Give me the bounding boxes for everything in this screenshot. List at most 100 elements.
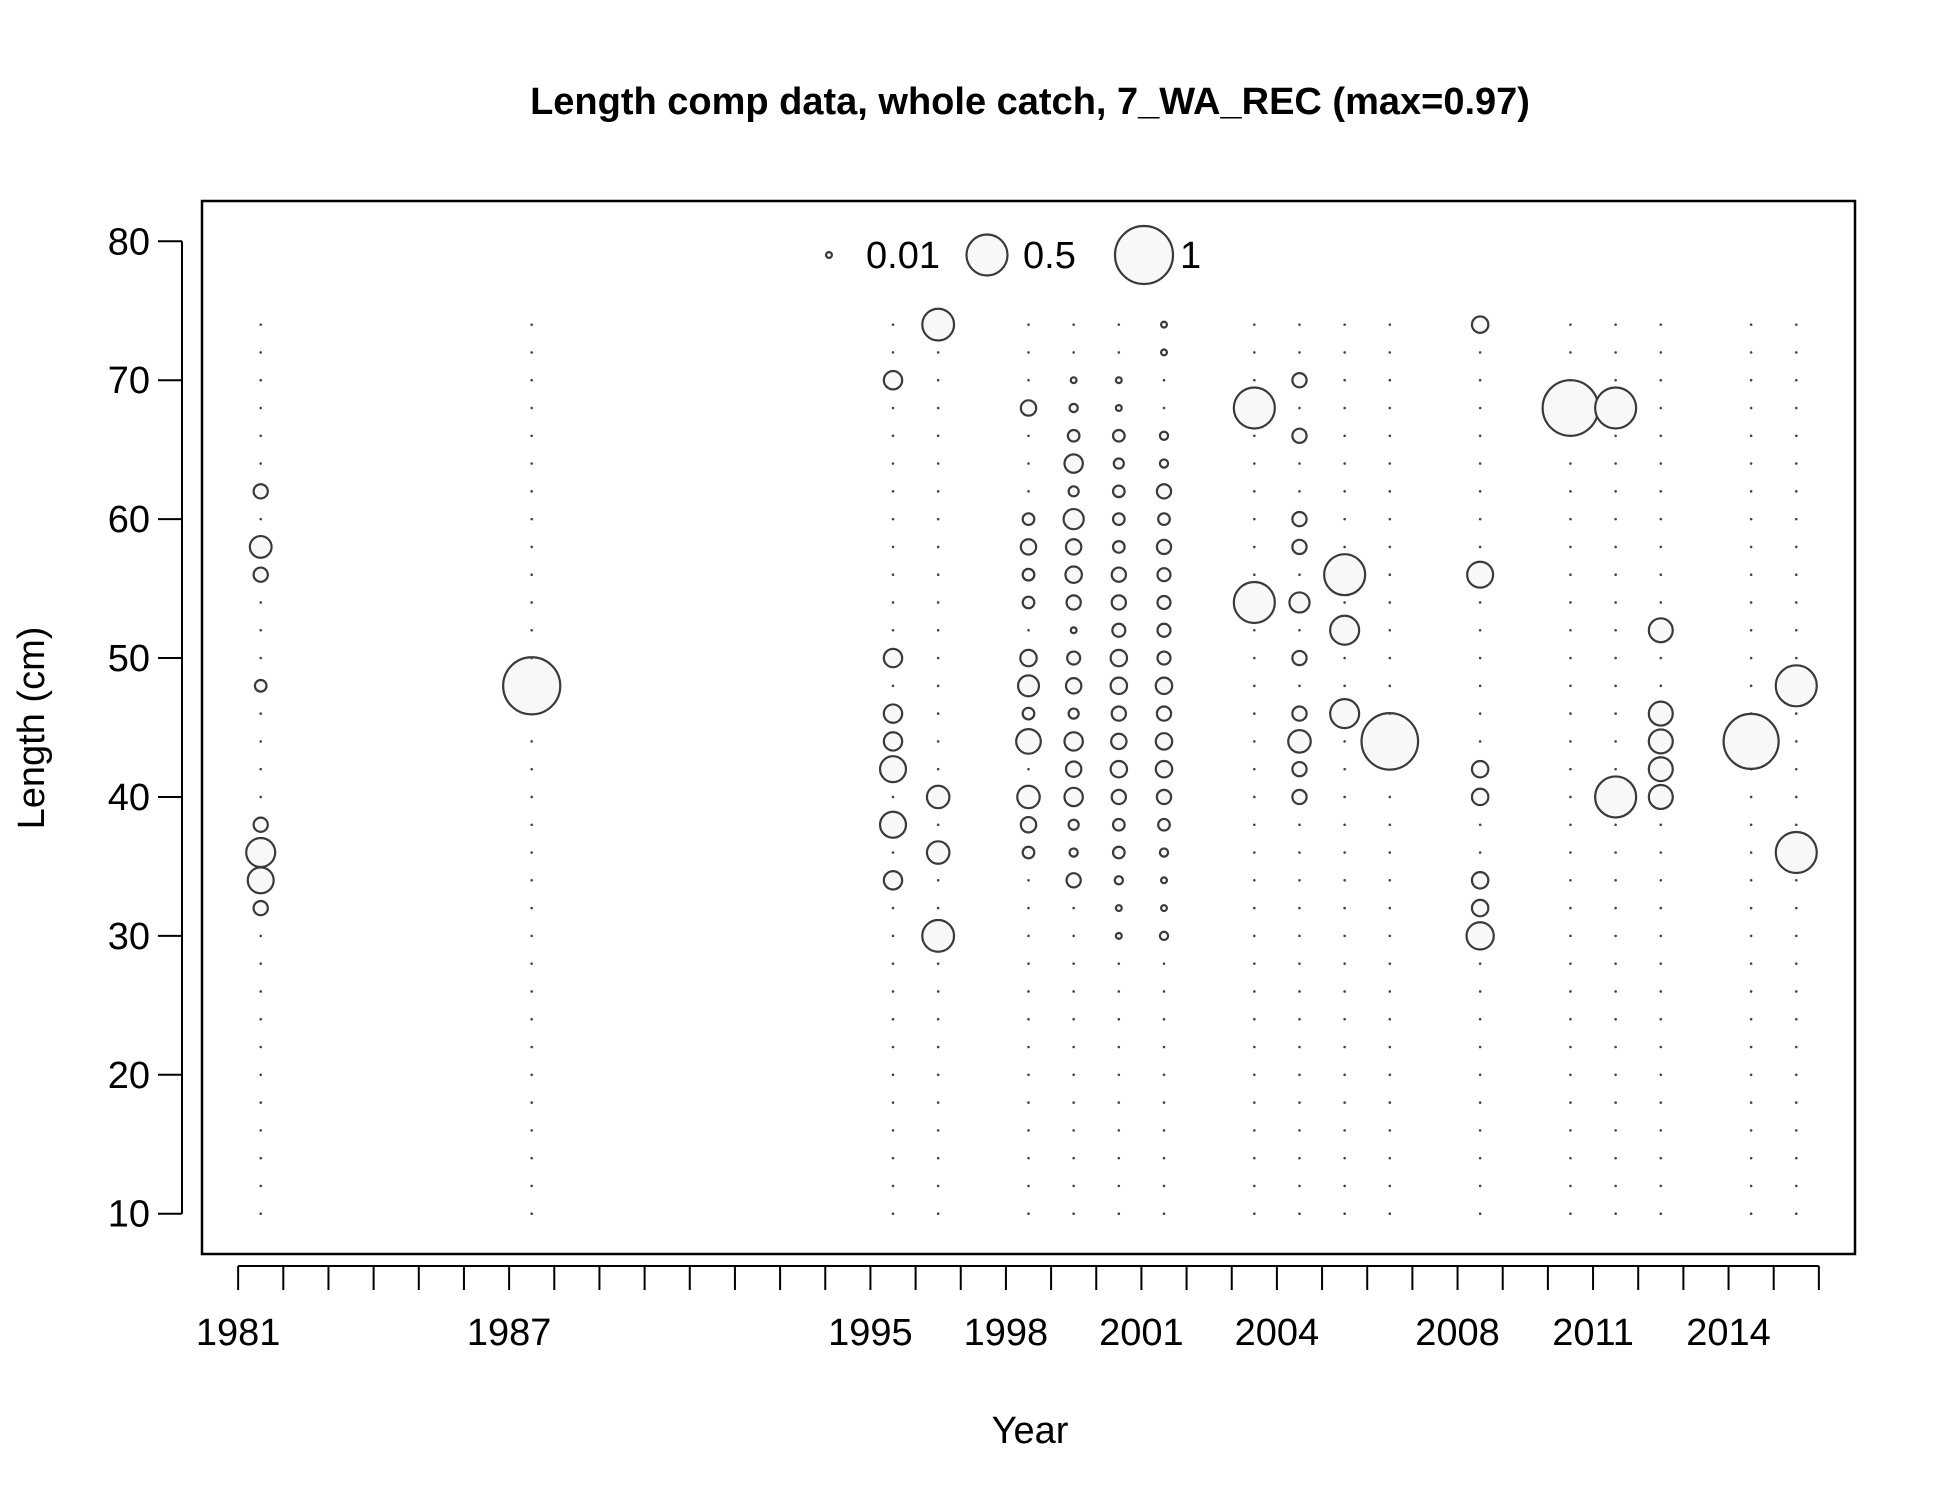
empty-bin-dot (1659, 351, 1663, 354)
empty-bin-dot (891, 434, 895, 438)
empty-bin-dot (936, 351, 940, 354)
empty-bin-dot (1343, 351, 1346, 354)
empty-bin-dot (1478, 712, 1482, 715)
bubble (1232, 386, 1276, 430)
bubble (245, 836, 277, 869)
empty-bin-dot (936, 1073, 940, 1077)
bubble (1647, 700, 1674, 727)
empty-bin-dot (891, 573, 895, 576)
bubble (246, 866, 275, 895)
empty-bin-dot (1794, 545, 1798, 549)
empty-bin-dot (1614, 573, 1617, 576)
empty-bin-dot (1298, 934, 1301, 938)
empty-bin-dot (1388, 823, 1392, 827)
empty-bin-dot (1794, 1101, 1798, 1104)
legend-label: 1 (1180, 235, 1201, 277)
empty-bin-dot (1298, 1017, 1301, 1021)
bubble (1109, 648, 1129, 668)
empty-bin-dot (1253, 851, 1256, 854)
empty-bin-dot (259, 740, 263, 743)
bubble (252, 483, 269, 500)
empty-bin-dot (1343, 378, 1346, 382)
bubble (1154, 732, 1174, 751)
empty-bin-dot (1614, 517, 1617, 521)
empty-bin-dot (530, 740, 533, 743)
bubble (1466, 560, 1495, 589)
empty-bin-dot (1659, 1129, 1663, 1132)
empty-bin-dot (1569, 1156, 1572, 1160)
empty-bin-dot (1298, 879, 1301, 882)
empty-bin-dot (1343, 462, 1346, 465)
bubble (1291, 788, 1308, 806)
empty-bin-dot (1253, 628, 1256, 632)
bubble (1291, 705, 1308, 722)
empty-bin-dot (936, 462, 940, 465)
bubble (1111, 622, 1127, 638)
bubble (1109, 676, 1129, 696)
empty-bin-dot (1027, 906, 1030, 910)
empty-bin-dot (1072, 934, 1075, 938)
empty-bin-dot (1569, 601, 1572, 604)
empty-bin-dot (1569, 628, 1572, 632)
bubble (1156, 594, 1172, 611)
empty-bin-dot (1478, 628, 1482, 632)
bubble (253, 678, 268, 693)
y-tick-label: 50 (108, 638, 150, 680)
empty-bin-dot (1478, 1045, 1482, 1049)
bubble (252, 566, 269, 583)
empty-bin-dot (259, 323, 263, 326)
bubble (882, 647, 904, 669)
empty-bin-dot (1253, 990, 1256, 993)
empty-bin-dot (1388, 879, 1392, 882)
bubble (1019, 399, 1038, 417)
empty-bin-dot (1388, 490, 1392, 493)
bubble (1329, 614, 1361, 646)
empty-bin-dot (259, 1129, 263, 1132)
empty-bin-dot (1614, 656, 1617, 660)
bubble (1470, 898, 1490, 918)
empty-bin-dot (1569, 990, 1572, 993)
bubble (1594, 386, 1638, 430)
empty-bin-dot (1388, 351, 1392, 354)
empty-bin-dot (1614, 351, 1617, 354)
empty-bin-dot (1253, 351, 1256, 354)
empty-bin-dot (1253, 962, 1256, 965)
empty-bin-dot (936, 1101, 940, 1104)
bubble (1647, 728, 1674, 755)
empty-bin-dot (1659, 1101, 1663, 1104)
empty-bin-dot (1388, 434, 1392, 438)
empty-bin-dot (891, 351, 895, 354)
empty-bin-dot (1614, 823, 1617, 827)
empty-bin-dot (1794, 879, 1798, 882)
empty-bin-dot (1388, 1212, 1392, 1216)
bubble (1114, 376, 1123, 385)
empty-bin-dot (1478, 1017, 1482, 1021)
empty-bin-dot (1388, 1156, 1392, 1160)
empty-bin-dot (1569, 545, 1572, 549)
empty-bin-dot (1569, 1101, 1572, 1104)
bubble (1019, 538, 1038, 556)
empty-bin-dot (936, 573, 940, 576)
empty-bin-dot (891, 601, 895, 604)
empty-bin-dot (1569, 740, 1572, 743)
empty-bin-dot (891, 851, 895, 854)
empty-bin-dot (530, 1212, 533, 1216)
empty-bin-dot (530, 823, 533, 827)
empty-bin-dot (1749, 906, 1753, 910)
empty-bin-dot (1659, 1045, 1663, 1049)
bubble (1465, 921, 1495, 951)
empty-bin-dot (1298, 1156, 1301, 1160)
empty-bin-dot (259, 462, 263, 465)
empty-bin-dot (530, 517, 533, 521)
empty-bin-dot (259, 1156, 263, 1160)
empty-bin-dot (1072, 1129, 1075, 1132)
bubble (252, 816, 269, 833)
x-tick-label: 2008 (1415, 1312, 1500, 1354)
empty-bin-dot (936, 517, 940, 521)
empty-bin-dot (1749, 378, 1753, 382)
empty-bin-dot (1072, 1156, 1075, 1160)
empty-bin-dot (1659, 906, 1663, 910)
bubble (1470, 759, 1490, 779)
bubble (1065, 872, 1082, 889)
empty-bin-dot (1027, 351, 1030, 354)
